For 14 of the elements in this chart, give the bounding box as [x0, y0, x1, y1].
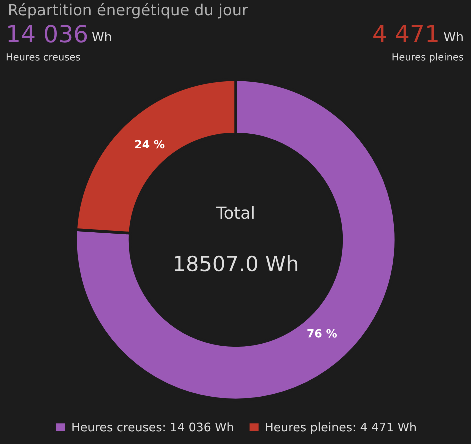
text: Heures pleines	[392, 53, 464, 63]
text: Wh	[92, 32, 112, 42]
text: Total	[216, 206, 254, 220]
donut-slice	[74, 78, 398, 402]
text: Heures creuses	[6, 54, 80, 61]
data-label: 24 %	[135, 140, 165, 149]
text: 18507.0 Wh	[175, 256, 298, 272]
text: 4 471	[374, 25, 438, 43]
chart-title: Répartition énergétique du jour	[10, 3, 248, 19]
text: 14 036	[8, 24, 88, 43]
legend-label: Heures creuses: 14 036 Wh	[72, 422, 234, 432]
text: Wh	[444, 32, 463, 42]
legend-label: Heures pleines: 4 471 Wh	[266, 422, 416, 434]
data-label: 76 %	[308, 329, 338, 338]
